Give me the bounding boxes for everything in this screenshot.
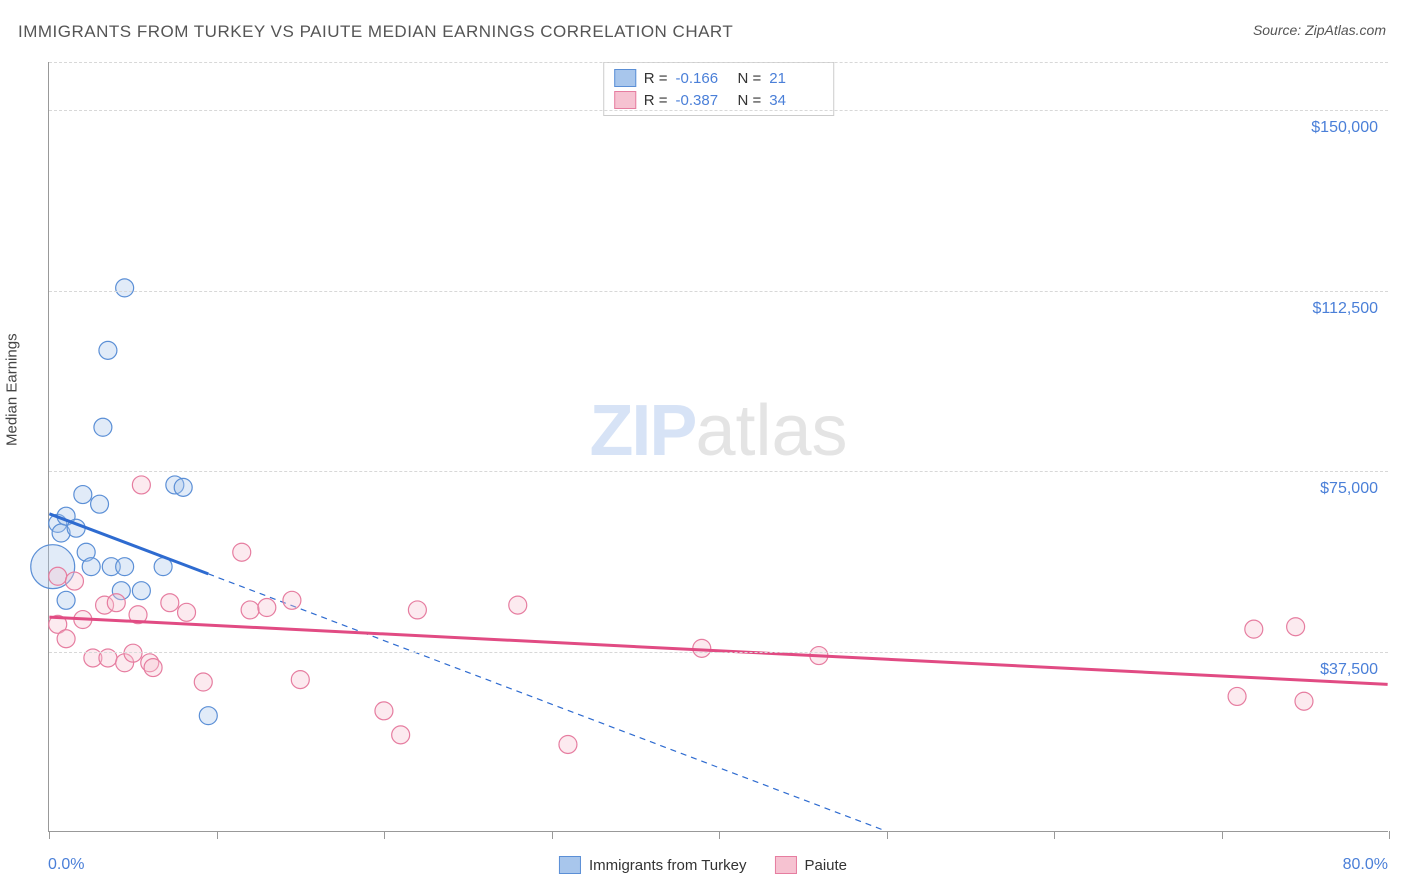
x-tick bbox=[719, 831, 720, 839]
x-tick bbox=[1054, 831, 1055, 839]
data-point bbox=[258, 599, 276, 617]
data-point bbox=[199, 707, 217, 725]
data-point bbox=[116, 279, 134, 297]
legend-n-label: N = bbox=[738, 92, 762, 109]
trend-line-dashed bbox=[208, 574, 885, 831]
legend-correlation: R = -0.166 N = 21 R = -0.387 N = 34 bbox=[603, 62, 835, 116]
legend-n-value: 34 bbox=[769, 92, 823, 109]
data-point bbox=[132, 476, 150, 494]
data-point bbox=[283, 591, 301, 609]
data-point bbox=[161, 594, 179, 612]
gridline bbox=[49, 110, 1388, 111]
data-point bbox=[291, 671, 309, 689]
legend-row: R = -0.387 N = 34 bbox=[614, 89, 824, 111]
x-tick bbox=[1222, 831, 1223, 839]
data-point bbox=[116, 558, 134, 576]
data-point bbox=[408, 601, 426, 619]
data-point bbox=[559, 735, 577, 753]
legend-series-item: Paiute bbox=[774, 856, 847, 874]
data-point bbox=[91, 495, 109, 513]
x-tick bbox=[49, 831, 50, 839]
data-point bbox=[233, 543, 251, 561]
x-axis-min-label: 0.0% bbox=[48, 856, 84, 874]
y-axis-title: Median Earnings bbox=[4, 333, 21, 446]
data-point bbox=[241, 601, 259, 619]
data-point bbox=[174, 478, 192, 496]
legend-row: R = -0.166 N = 21 bbox=[614, 67, 824, 89]
gridline bbox=[49, 652, 1388, 653]
data-point bbox=[99, 341, 117, 359]
legend-series-name: Immigrants from Turkey bbox=[589, 857, 747, 874]
legend-swatch bbox=[614, 69, 636, 87]
data-point bbox=[65, 572, 83, 590]
y-tick-label: $75,000 bbox=[1320, 480, 1378, 498]
legend-swatch bbox=[614, 91, 636, 109]
data-point bbox=[57, 591, 75, 609]
chart-title: IMMIGRANTS FROM TURKEY VS PAIUTE MEDIAN … bbox=[18, 22, 733, 42]
gridline bbox=[49, 471, 1388, 472]
data-point bbox=[132, 582, 150, 600]
source-name: ZipAtlas.com bbox=[1305, 22, 1386, 38]
data-point bbox=[178, 603, 196, 621]
data-point bbox=[1245, 620, 1263, 638]
data-point bbox=[107, 594, 125, 612]
y-tick-label: $150,000 bbox=[1311, 119, 1378, 137]
x-tick bbox=[217, 831, 218, 839]
legend-r-label: R = bbox=[644, 70, 668, 87]
data-point bbox=[74, 486, 92, 504]
legend-swatch bbox=[774, 856, 796, 874]
legend-series-name: Paiute bbox=[804, 857, 847, 874]
source-credit: Source: ZipAtlas.com bbox=[1253, 22, 1386, 38]
x-tick bbox=[887, 831, 888, 839]
legend-r-value: -0.387 bbox=[676, 92, 730, 109]
x-tick bbox=[1389, 831, 1390, 839]
data-point bbox=[194, 673, 212, 691]
plot-area: ZIPatlas R =-0.166N =21R =-0.387N =34 $3… bbox=[48, 62, 1388, 832]
data-point bbox=[49, 567, 67, 585]
legend-n-label: N = bbox=[738, 70, 762, 87]
gridline bbox=[49, 62, 1388, 63]
x-tick bbox=[384, 831, 385, 839]
data-point bbox=[94, 418, 112, 436]
legend-n-value: 21 bbox=[769, 70, 823, 87]
x-axis-max-label: 80.0% bbox=[1343, 856, 1388, 874]
legend-r-label: R = bbox=[644, 92, 668, 109]
legend-series-item: Immigrants from Turkey bbox=[559, 856, 747, 874]
x-tick bbox=[552, 831, 553, 839]
data-point bbox=[82, 558, 100, 576]
data-point bbox=[509, 596, 527, 614]
data-point bbox=[1295, 692, 1313, 710]
data-point bbox=[1287, 618, 1305, 636]
data-point bbox=[375, 702, 393, 720]
data-point bbox=[144, 659, 162, 677]
legend-swatch bbox=[559, 856, 581, 874]
legend-r-value: -0.166 bbox=[676, 70, 730, 87]
data-point bbox=[392, 726, 410, 744]
gridline bbox=[49, 291, 1388, 292]
y-tick-label: $112,500 bbox=[1312, 300, 1378, 318]
data-point bbox=[57, 630, 75, 648]
source-label: Source: bbox=[1253, 22, 1301, 38]
y-tick-label: $37,500 bbox=[1320, 661, 1378, 679]
legend-series: Immigrants from Turkey Paiute bbox=[559, 856, 847, 874]
data-point bbox=[1228, 687, 1246, 705]
chart-svg bbox=[49, 62, 1388, 831]
data-point bbox=[124, 644, 142, 662]
